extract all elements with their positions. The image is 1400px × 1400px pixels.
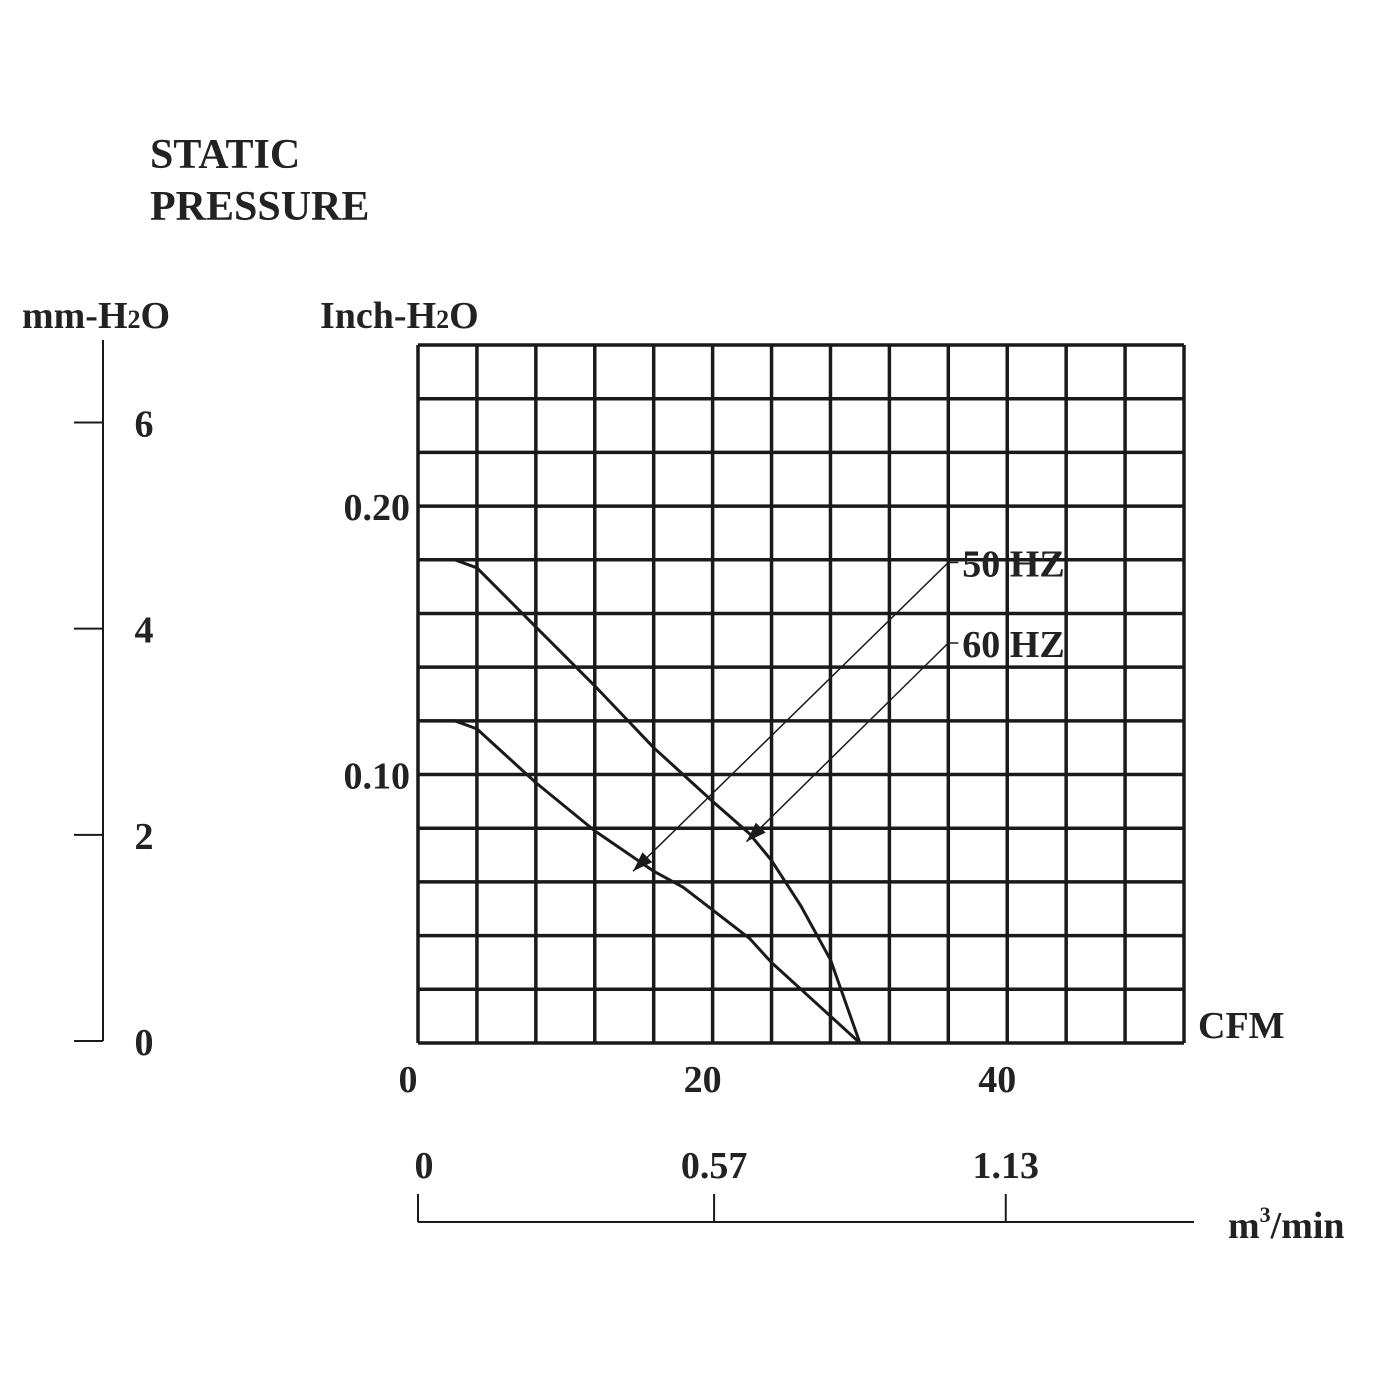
mm-tick-label: 6 — [135, 403, 154, 445]
x-axis-ticks: 0 20 40 — [399, 1059, 1017, 1101]
x2-tick-label: 1.13 — [973, 1145, 1040, 1187]
mm-axis: 0 2 4 6 — [74, 340, 154, 1064]
chart-grid — [416, 343, 1186, 1045]
x2-axis-label: m3/min — [1228, 1202, 1345, 1247]
series-label: 60 HZ — [962, 624, 1064, 666]
series-arrowhead — [633, 852, 653, 872]
x-axis-label-cfm: CFM — [1198, 1005, 1285, 1047]
x-tick-label: 20 — [684, 1059, 722, 1101]
chart-title-line-1: STATIC — [150, 132, 300, 178]
inch-axis-label: Inch-H2O — [320, 295, 479, 337]
x-tick-label: 0 — [399, 1059, 418, 1101]
series-line — [418, 719, 861, 1045]
mm-tick-label: 0 — [135, 1022, 154, 1064]
series-leader-line — [632, 561, 959, 872]
chart-series: 50 HZ 60 HZ — [418, 543, 1065, 1045]
mm-axis-label: mm-H2O — [22, 295, 170, 337]
series-leader-line — [745, 642, 959, 843]
mm-tick-label: 2 — [135, 816, 154, 858]
y-tick-label: 0.10 — [344, 756, 411, 798]
series-line — [418, 558, 862, 1044]
series-arrowhead — [746, 822, 766, 842]
series-label: 50 HZ — [962, 543, 1064, 585]
x2-tick-label: 0.57 — [681, 1145, 748, 1187]
x-tick-label: 40 — [978, 1059, 1016, 1101]
mm-tick-label: 4 — [135, 610, 154, 652]
x2-tick-label: 0 — [415, 1145, 434, 1187]
y-axis-ticks: 0.10 0.20 — [344, 487, 411, 797]
x2-axis: 0 0.57 1.13 — [415, 1145, 1194, 1223]
chart-title-line-2: PRESSURE — [150, 184, 369, 230]
y-tick-label: 0.20 — [344, 487, 411, 529]
